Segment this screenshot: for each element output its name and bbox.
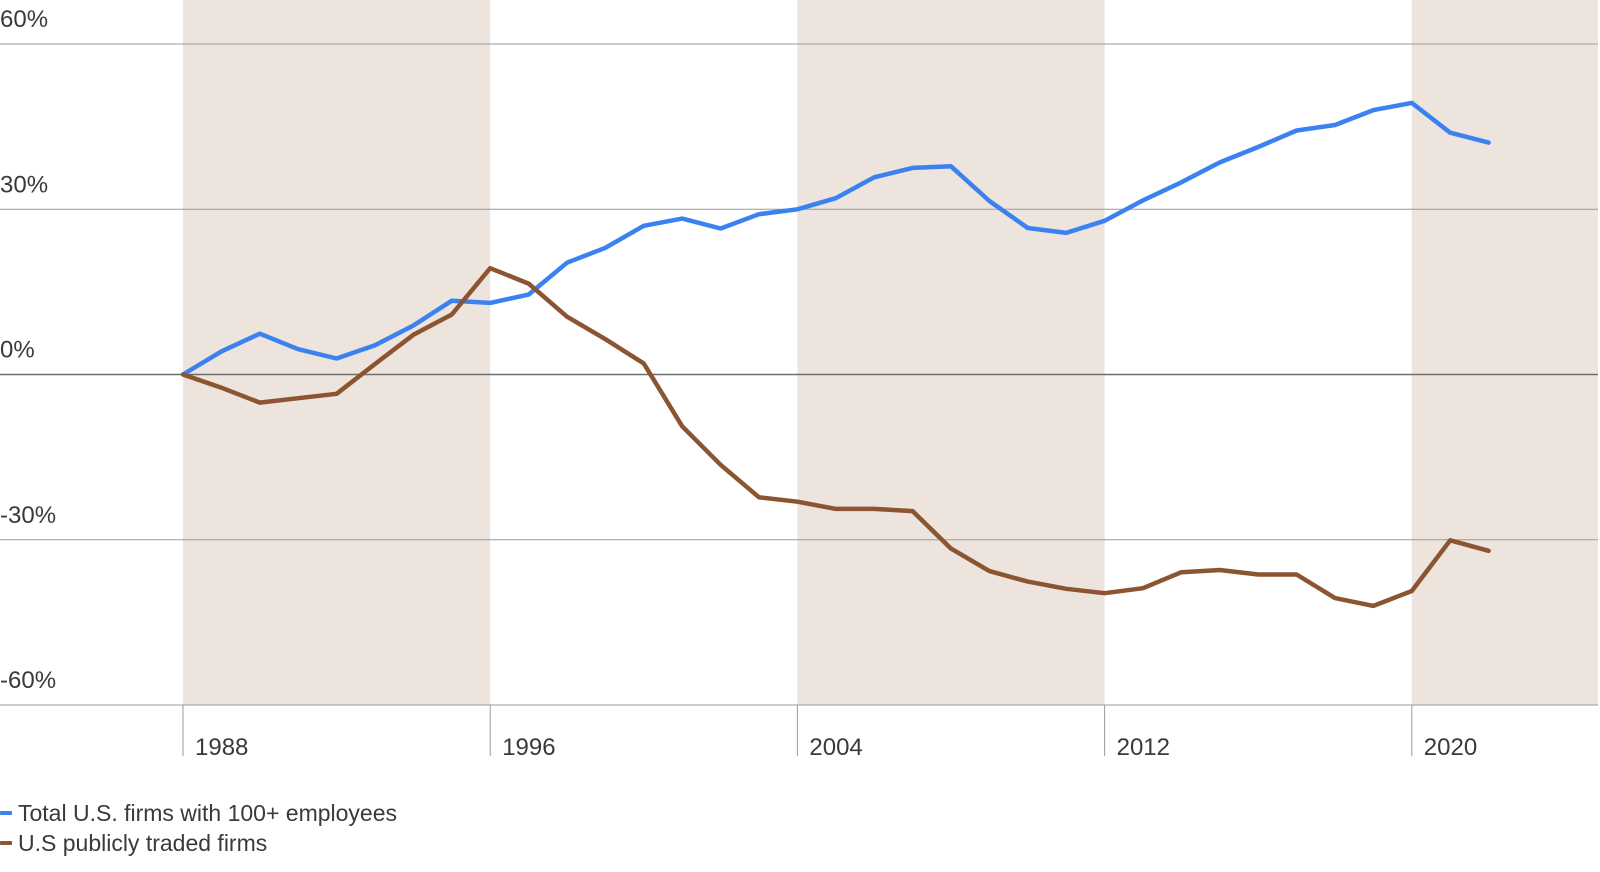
- shaded-band-1: [797, 0, 1105, 705]
- legend-swatch-blue: [0, 811, 12, 815]
- x-tick-label-2: 2004: [809, 734, 862, 761]
- y-axis-labels: 60% 30% 0% -30% -60%: [0, 6, 56, 694]
- x-axis-ticks: 1988 1996 2004 2012 2020: [182, 705, 1477, 761]
- legend-swatch-brown: [0, 841, 12, 845]
- legend-label-public-firms: U.S publicly traded firms: [18, 829, 268, 856]
- legend-label-total-firms: Total U.S. firms with 100+ employees: [18, 799, 398, 826]
- y-tick-label-0: 60%: [0, 6, 48, 33]
- line-chart: 60% 30% 0% -30% -60% 1988 1996 2004 2012 2020: [0, 0, 1598, 761]
- x-tick-label-1: 1996: [502, 734, 555, 761]
- shaded-bands: [183, 0, 1598, 705]
- y-tick-label-1: 30%: [0, 171, 48, 198]
- y-tick-label-3: -30%: [0, 502, 56, 529]
- legend-item-public-firms: U.S publicly traded firms: [0, 828, 397, 858]
- gridlines: [0, 43, 1598, 706]
- x-tick-label-0: 1988: [195, 734, 248, 761]
- x-tick-label-3: 2012: [1117, 734, 1170, 761]
- shaded-band-2: [1411, 0, 1598, 705]
- series-line-0: [180, 100, 1491, 377]
- legend: Total U.S. firms with 100+ employees U.S…: [0, 798, 397, 858]
- shaded-band-0: [183, 0, 491, 705]
- legend-item-total-firms: Total U.S. firms with 100+ employees: [0, 798, 397, 828]
- series-lines: [180, 100, 1491, 609]
- y-tick-label-4: -60%: [0, 667, 56, 694]
- y-tick-label-2: 0%: [0, 337, 35, 364]
- x-tick-label-4: 2020: [1424, 734, 1477, 761]
